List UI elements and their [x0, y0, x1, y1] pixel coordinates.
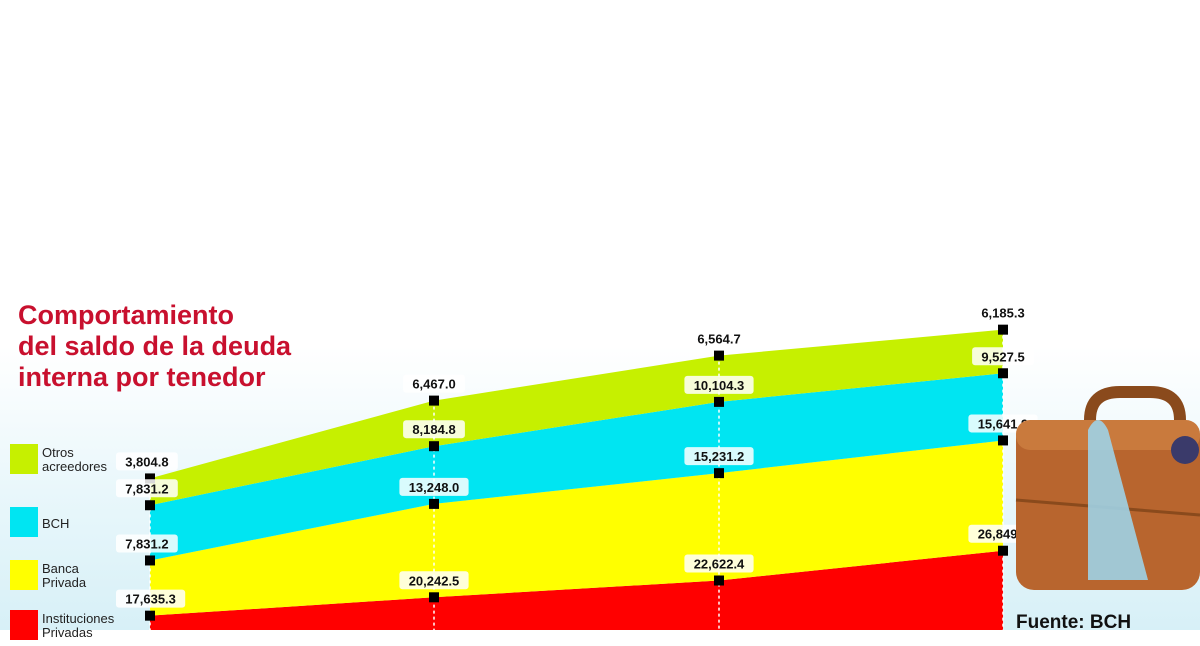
area-banca-privada	[150, 440, 1003, 616]
data-point	[145, 500, 155, 511]
area-bch	[150, 373, 1003, 561]
data-point	[714, 350, 724, 361]
data-label: 6,467.0	[412, 377, 455, 392]
data-label: 17,635.3	[125, 592, 176, 607]
data-label: 7,831.2	[125, 536, 168, 551]
data-label: 15,641.9	[978, 416, 1029, 431]
data-point	[714, 396, 724, 407]
legend-item-banca: Banca Privada	[10, 556, 150, 596]
data-label-bg	[116, 479, 178, 498]
data-label: 8,184.8	[412, 422, 455, 437]
data-point	[145, 610, 155, 621]
data-label-bg	[688, 329, 750, 348]
legend-swatch	[10, 560, 38, 590]
data-point	[998, 435, 1008, 446]
data-label: 22,622.4	[694, 557, 745, 572]
data-label-bg	[972, 347, 1034, 366]
data-label-bg	[972, 303, 1034, 322]
data-label-bg	[399, 477, 469, 496]
data-label-bg	[399, 571, 469, 590]
data-point	[998, 368, 1008, 379]
data-label: 6,185.3	[981, 306, 1024, 321]
legend-item-bch: BCH	[10, 503, 150, 543]
data-label-bg	[116, 589, 186, 608]
data-point	[998, 324, 1008, 335]
area-instituciones-privadas	[150, 550, 1003, 630]
data-label: 9,527.5	[981, 349, 1024, 364]
data-label-bg	[403, 374, 465, 393]
legend-swatch	[10, 507, 38, 537]
data-label: 7,831.2	[125, 481, 168, 496]
data-label-bg	[403, 420, 465, 439]
title-line-3: interna por tenedor	[18, 362, 266, 392]
data-label: 3,804.8	[125, 454, 168, 469]
legend-swatch	[10, 610, 38, 640]
source-note: Fuente: BCH	[1016, 612, 1132, 633]
data-label-bg	[116, 534, 178, 553]
data-point	[429, 395, 439, 406]
data-point	[998, 545, 1008, 556]
stacked-area-chart: 17,635.3 20,242.5 22,622.4 26,849.2 7,831.2 1…	[116, 303, 1034, 630]
data-point	[714, 468, 724, 479]
briefcase-illustration	[1015, 386, 1200, 590]
legend-label: Instituciones Privadas	[42, 611, 115, 640]
legend-label: BCH	[42, 516, 70, 531]
data-label: 6,564.7	[697, 332, 740, 347]
data-label-bg	[684, 554, 754, 573]
area-otros-acreedores	[150, 329, 1003, 506]
data-point	[429, 592, 439, 603]
data-point	[714, 575, 724, 586]
title-line-2: del saldo de la deuda	[18, 331, 292, 361]
data-point	[429, 498, 439, 509]
legend-label: Banca Privada	[42, 561, 87, 590]
data-label: 26,849.2	[978, 527, 1029, 542]
legend-item-instituciones: Instituciones Privadas	[10, 606, 150, 646]
data-label: 13,248.0	[409, 480, 460, 495]
legend-label: Otros acreedores	[42, 445, 108, 474]
data-label: 15,231.2	[694, 449, 745, 464]
data-point	[429, 441, 439, 452]
data-point	[145, 555, 155, 566]
data-point	[145, 473, 155, 484]
data-label-bg	[116, 452, 178, 471]
data-label-bg	[684, 375, 754, 394]
chart-title: Comportamiento del saldo de la deuda int…	[18, 300, 338, 393]
data-label: 20,242.5	[409, 573, 460, 588]
legend-swatch	[10, 444, 38, 474]
data-label-bg	[684, 447, 754, 466]
data-label: 10,104.3	[694, 378, 745, 393]
legend-item-otros: Otros acreedores	[10, 440, 150, 480]
title-line-1: Comportamiento	[18, 300, 234, 330]
